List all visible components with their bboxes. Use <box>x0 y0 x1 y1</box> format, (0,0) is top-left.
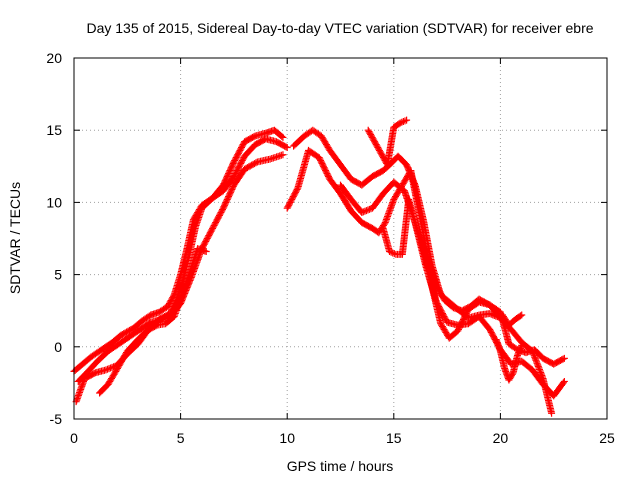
data-point-arc-8 <box>390 250 398 258</box>
tick-labels: 0 5 10 15 20 25 -5 0 5 10 15 20 <box>46 50 615 446</box>
data-point-arc-5 <box>486 310 494 318</box>
data-point-arc-10 <box>517 343 525 351</box>
data-point-arc-2 <box>108 363 116 371</box>
data-point-arc-7 <box>361 207 369 215</box>
data-point-arc-7 <box>359 208 367 216</box>
data-points <box>70 116 568 417</box>
data-point-arc-9 <box>401 117 409 125</box>
data-point-arc-4 <box>202 247 210 255</box>
data-point-arc-7 <box>362 207 370 215</box>
y-tick-label: 15 <box>46 122 62 138</box>
y-tick-label: 5 <box>54 267 62 283</box>
y-tick-label: 20 <box>46 50 62 66</box>
axis-ticks <box>73 57 608 420</box>
data-point-arc-2 <box>282 143 290 151</box>
x-tick-label: 5 <box>177 430 185 446</box>
data-point-arc-2 <box>107 364 115 372</box>
data-point-arc-2 <box>104 365 112 373</box>
data-point-arc-6 <box>380 220 388 228</box>
x-tick-label: 0 <box>70 430 78 446</box>
data-point-arc-2 <box>105 365 113 373</box>
y-axis-label: SDTVAR / TECUs <box>7 182 23 294</box>
plot-frame <box>73 57 608 420</box>
data-point-arc-6 <box>548 409 556 417</box>
data-point-arc-3 <box>252 159 260 167</box>
y-tick-label: 10 <box>46 194 62 210</box>
x-tick-label: 20 <box>493 430 509 446</box>
data-point-arc-8 <box>387 248 395 256</box>
data-point-arc-9 <box>399 118 407 126</box>
data-point-arc-10 <box>508 370 516 378</box>
data-point-arc-10 <box>518 341 526 349</box>
data-point-arc-8 <box>386 247 394 255</box>
data-point-arc-8 <box>560 354 568 362</box>
x-tick-label: 15 <box>386 430 402 446</box>
data-point-arc-9 <box>396 119 404 127</box>
data-point-arc-4 <box>152 322 160 330</box>
y-tick-label: 0 <box>54 339 62 355</box>
data-point-arc-1 <box>278 132 286 140</box>
x-axis-label: GPS time / hours <box>287 458 394 474</box>
data-point-arc-9 <box>398 118 406 126</box>
data-point-arc-7 <box>560 377 568 385</box>
data-point-arc-7 <box>364 206 372 214</box>
data-point-arc-8 <box>389 249 397 257</box>
data-point-arc-7 <box>358 209 366 217</box>
data-point-arc-6 <box>293 185 301 193</box>
data-point-arc-3 <box>279 151 287 159</box>
data-point-arc-7 <box>559 379 567 387</box>
y-tick-label: -5 <box>50 411 63 427</box>
data-point-arc-1 <box>279 133 287 141</box>
data-point-arc-5 <box>487 310 495 318</box>
data-point-arc-11 <box>518 311 526 319</box>
data-point-arc-9 <box>403 116 411 124</box>
data-point-arc-2 <box>102 366 110 374</box>
data-point-arc-8 <box>559 355 567 363</box>
data-point-arc-2 <box>283 144 291 152</box>
data-point-arc-11 <box>516 312 524 320</box>
x-tick-label: 10 <box>279 430 295 446</box>
data-point-arc-7 <box>365 205 373 213</box>
x-tick-label: 25 <box>599 430 615 446</box>
chart-title: Day 135 of 2015, Sidereal Day-to-day VTE… <box>86 20 593 36</box>
